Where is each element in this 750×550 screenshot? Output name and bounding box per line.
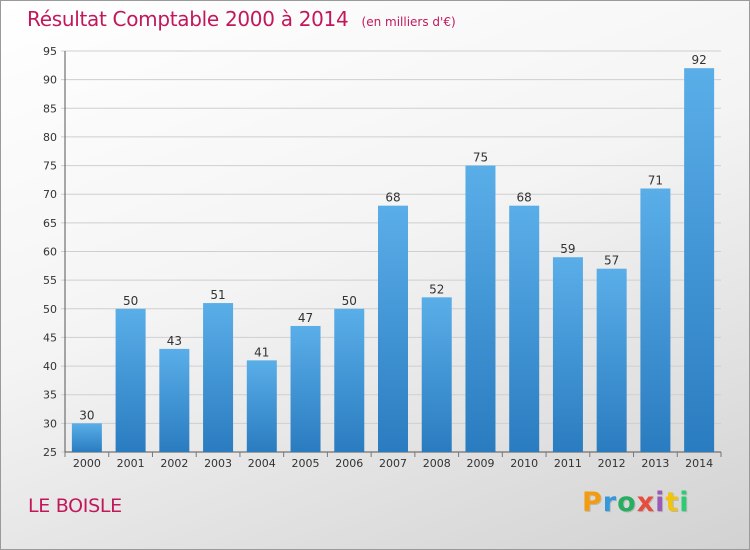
bar — [552, 257, 583, 452]
bar — [334, 308, 365, 452]
x-tick-label: 2010 — [510, 457, 538, 470]
data-label: 68 — [385, 191, 400, 205]
chart-title: Résultat Comptable 2000 à 2014 — [27, 7, 349, 31]
y-tick-label: 55 — [43, 274, 57, 287]
x-tick-label: 2003 — [204, 457, 232, 470]
bar — [465, 165, 496, 453]
brand-letter: t — [665, 487, 680, 518]
bar — [378, 205, 408, 452]
bar — [71, 423, 102, 452]
brand-letter: x — [636, 487, 656, 518]
data-label: 92 — [691, 53, 706, 67]
commune-name: LE BOISLE — [28, 495, 122, 517]
x-tick-label: 2007 — [379, 457, 407, 470]
bar — [159, 348, 190, 452]
bar — [684, 68, 715, 452]
data-label: 41 — [254, 345, 269, 359]
y-tick-label: 30 — [43, 417, 57, 430]
data-label: 59 — [560, 242, 575, 256]
y-tick-label: 40 — [43, 360, 57, 373]
y-tick-label: 70 — [43, 188, 57, 201]
data-label: 51 — [210, 288, 225, 302]
y-tick-label: 25 — [43, 446, 57, 459]
y-tick-label: 35 — [43, 389, 57, 402]
x-tick-label: 2013 — [641, 457, 669, 470]
x-tick-label: 2001 — [117, 457, 145, 470]
proxiti-logo: Proxiti — [582, 487, 690, 518]
y-tick-label: 45 — [43, 331, 57, 344]
bar — [640, 188, 671, 452]
data-label: 71 — [648, 173, 663, 187]
bar — [596, 268, 627, 452]
bar — [421, 297, 452, 452]
brand-letter: i — [655, 487, 666, 518]
y-tick-label: 50 — [43, 303, 57, 316]
x-tick-label: 2000 — [73, 457, 101, 470]
data-label: 57 — [604, 254, 619, 268]
x-tick-label: 2004 — [248, 457, 276, 470]
brand-letter: r — [602, 487, 618, 518]
labels: 25 30 35 40 45 50 55 60 65 70 75 80 85 90 95 30 2000 50 20… — [43, 45, 713, 470]
y-tick-label: 60 — [43, 246, 57, 259]
bar — [203, 303, 234, 452]
brand-letter: i — [679, 487, 690, 518]
data-label: 47 — [298, 311, 313, 325]
data-label: 43 — [167, 334, 182, 348]
x-tick-label: 2008 — [423, 457, 451, 470]
x-tick-label: 2005 — [292, 457, 320, 470]
bar — [115, 308, 146, 452]
bar — [290, 325, 321, 452]
y-tick-label: 95 — [43, 45, 57, 58]
brand-letter: P — [582, 487, 603, 518]
x-tick-label: 2006 — [335, 457, 363, 470]
data-label: 52 — [429, 282, 444, 296]
x-tick-label: 2002 — [160, 457, 188, 470]
bar — [509, 205, 540, 452]
data-label: 68 — [517, 191, 532, 205]
y-tick-label: 80 — [43, 131, 57, 144]
x-tick-label: 2014 — [685, 457, 713, 470]
y-tick-label: 90 — [43, 74, 57, 87]
chart-subtitle: (en milliers d'€) — [361, 15, 456, 29]
y-tick-label: 65 — [43, 217, 57, 230]
bar — [246, 360, 277, 452]
data-label: 30 — [79, 408, 94, 422]
x-tick-label: 2009 — [466, 457, 494, 470]
data-label: 50 — [123, 294, 138, 308]
title-block: Résultat Comptable 2000 à 2014 (en milli… — [27, 7, 456, 31]
brand-letter: o — [617, 487, 637, 518]
x-tick-label: 2011 — [554, 457, 582, 470]
x-tick-label: 2012 — [598, 457, 626, 470]
data-label: 50 — [342, 294, 357, 308]
y-tick-label: 75 — [43, 160, 57, 173]
data-label: 75 — [473, 151, 488, 165]
bars — [71, 68, 715, 453]
y-tick-label: 85 — [43, 102, 57, 115]
